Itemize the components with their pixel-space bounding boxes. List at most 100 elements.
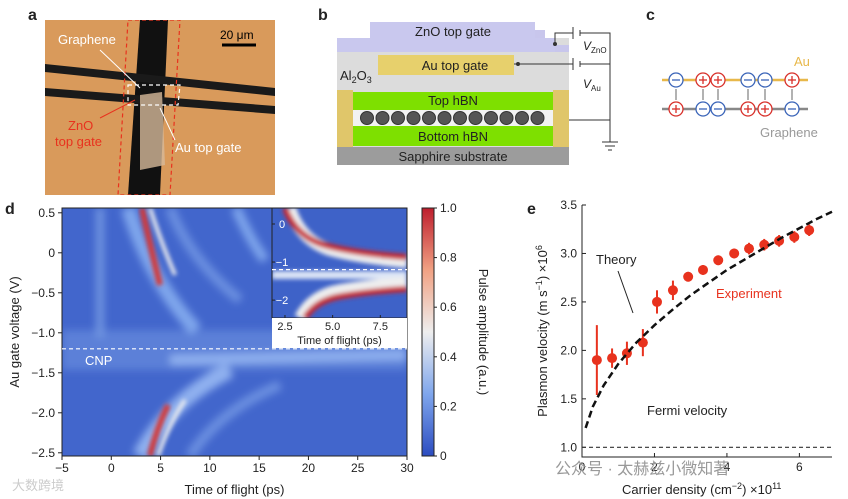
label: Au — [794, 54, 810, 69]
colorbar-label: Pulse amplitude (a.u.) — [476, 269, 491, 395]
x-tick-label: 6 — [796, 460, 803, 474]
label: O — [357, 68, 367, 83]
panel-c: c Au Graphene — [646, 7, 818, 140]
graphene-flake — [140, 92, 165, 170]
substrate — [337, 147, 569, 165]
x-tick-label: 2.5 — [277, 321, 292, 333]
x-tick-label: 15 — [252, 461, 266, 475]
panel-label: e — [527, 201, 536, 218]
y-tick-label: 2.0 — [560, 343, 577, 357]
x-tick-label: 20 — [302, 461, 316, 475]
atom — [360, 111, 374, 125]
x-tick-label: 5 — [157, 461, 164, 475]
watermark: 大数跨境 — [12, 478, 64, 493]
pointer — [99, 49, 141, 89]
data-point — [683, 271, 694, 282]
panel-e: 0 2 4 6 1.0 1.5 2.0 2.5 3.0 3.5 Carrier density (c… — [527, 198, 833, 497]
panel-label: d — [5, 201, 15, 218]
y-tick-label: 2.5 — [560, 295, 577, 309]
atom — [437, 111, 452, 125]
y-tick-label: −1.5 — [31, 366, 55, 380]
y-axis-label: −1 — [534, 280, 544, 290]
y-tick-label: −0.5 — [31, 286, 55, 300]
atom — [515, 111, 529, 125]
y-axis-label: 6 — [534, 245, 544, 250]
atom — [530, 111, 545, 125]
colorbar-tick-label: 0.4 — [440, 350, 457, 364]
inset-label-bg — [272, 318, 407, 348]
label: 20 μm — [220, 28, 254, 42]
watermark: 公众号 · 太赫兹小微知著 — [555, 460, 729, 478]
x-axis-label: −2 — [732, 481, 742, 491]
y-tick-label: 0.5 — [38, 206, 55, 220]
x-axis-label: Carrier density (cm−2) ×1011 — [622, 481, 781, 497]
colorbar-tick-label: 0.6 — [440, 300, 457, 314]
colorbar-tick-label: 0 — [440, 449, 447, 463]
label: 3 — [367, 75, 372, 85]
panel-label: c — [646, 7, 655, 24]
y-tick-label: −1 — [276, 257, 289, 269]
label: V — [583, 77, 592, 91]
circuit — [514, 27, 618, 151]
au-outline — [127, 84, 181, 106]
colorbar-tick-label: 0.2 — [440, 399, 457, 413]
label: Bottom hBN — [418, 129, 488, 144]
y-axis-label: ) ×10 — [535, 250, 550, 280]
zno-layer — [337, 22, 555, 52]
y-tick-label: 3.5 — [560, 198, 577, 212]
y-tick-label: 0 — [48, 246, 55, 260]
label: VAu — [583, 77, 601, 93]
label: Graphene — [58, 32, 116, 47]
atom — [468, 111, 483, 125]
colorbar-tick-label: 1.0 — [440, 201, 457, 215]
x-tick-label: 10 — [203, 461, 217, 475]
label: VZnO — [583, 39, 607, 55]
data-point — [713, 255, 724, 266]
x-tick-label: 0 — [108, 461, 115, 475]
x-tick-label: 30 — [400, 461, 414, 475]
label: ZnO top gate — [415, 24, 491, 39]
bottom-hbn — [353, 126, 553, 146]
y-axis-label: Plasmon velocity (m s−1) ×106 — [534, 245, 550, 417]
au-gate — [378, 55, 514, 75]
data-point — [607, 353, 618, 364]
y-tick-label: 1.5 — [560, 392, 577, 406]
label: Al — [340, 68, 352, 83]
data-point — [698, 264, 709, 275]
x-tick-label: 25 — [351, 461, 365, 475]
y-axis-label: Au gate voltage (V) — [7, 276, 22, 387]
x-axis-label: ) ×10 — [742, 482, 772, 497]
data-point — [759, 239, 770, 250]
x-tick-label: −5 — [55, 461, 69, 475]
label: V — [583, 39, 592, 53]
y-axis-label: Plasmon velocity (m s — [535, 290, 550, 417]
x-axis-label: Carrier density (cm — [622, 482, 732, 497]
data-point — [729, 248, 740, 259]
top-hbn — [353, 92, 553, 110]
x-tick-label: 2 — [651, 460, 658, 474]
atom — [453, 111, 467, 125]
data-point — [789, 231, 800, 242]
label: Au — [591, 84, 601, 93]
label: Al2O3 — [340, 68, 372, 85]
atom — [406, 111, 421, 125]
label: Au top gate — [422, 58, 489, 73]
panel-d: −5 0 5 10 15 20 25 30 0.5 0 −0.5 −1.0 −1.5 −2.0 −2.5 CN… — [5, 201, 491, 497]
atoms — [360, 111, 545, 125]
x-tick-label: 5.0 — [325, 321, 340, 333]
annotation: CNP — [85, 353, 112, 368]
electrode — [45, 64, 275, 96]
data-point — [667, 285, 678, 296]
data-point — [804, 225, 815, 236]
label: ZnO — [68, 118, 93, 133]
y-tick-label: −2.0 — [31, 406, 55, 420]
label: Au top gate — [175, 140, 242, 155]
panel-a: a Graphene 20 μm ZnO top gate Au top gat… — [28, 7, 275, 195]
y-tick-label: −1.0 — [31, 326, 55, 340]
label: Graphene — [760, 125, 818, 140]
legend-label: Theory — [596, 252, 637, 267]
y-tick-label: 0 — [279, 219, 285, 231]
node — [516, 62, 520, 66]
label: top gate — [55, 134, 102, 149]
